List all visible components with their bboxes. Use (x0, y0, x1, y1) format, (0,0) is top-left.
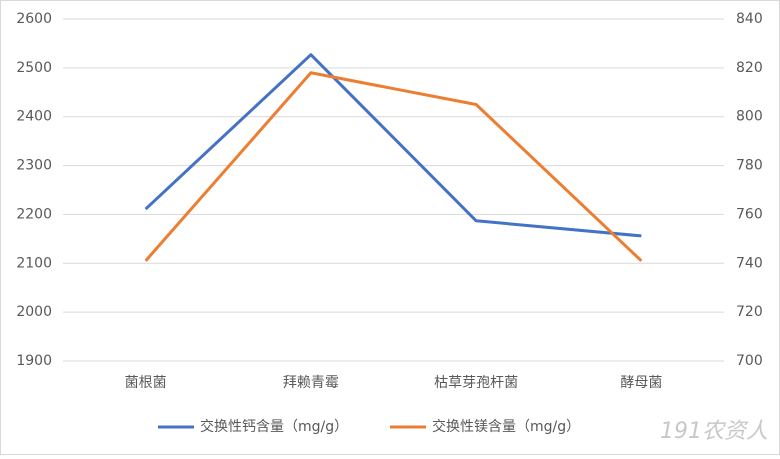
y-tick-label: 2400 (16, 109, 52, 125)
y-tick-label: 2000 (16, 304, 52, 320)
y-tick-label: 2100 (16, 255, 52, 271)
y-tick-label: 1900 (16, 353, 52, 369)
x-tick-label: 菌根菌 (125, 375, 167, 391)
y-tick-label: 2200 (16, 206, 52, 222)
x-tick-label: 酵母菌 (620, 375, 662, 391)
y-tick-label: 2500 (16, 60, 52, 76)
y2-tick-label: 740 (736, 255, 763, 271)
legend-label: 交换性钙含量（mg/g） (200, 418, 348, 435)
y-tick-label: 2600 (16, 11, 52, 27)
y2-tick-label: 800 (736, 109, 763, 125)
legend-label: 交换性镁含量（mg/g） (432, 418, 580, 435)
y2-tick-label: 840 (736, 11, 763, 27)
series-line (144, 53, 642, 238)
y2-tick-label: 720 (736, 304, 763, 320)
x-tick-label: 枯草芽孢杆菌 (434, 375, 518, 391)
watermark: 191农资人 (660, 419, 768, 444)
y2-tick-label: 780 (736, 158, 763, 174)
y-tick-label: 2300 (16, 158, 52, 174)
x-tick-label: 拜赖青霉 (283, 375, 339, 391)
series-line (144, 71, 643, 262)
y2-tick-label: 760 (736, 206, 763, 222)
y2-tick-label: 700 (736, 353, 763, 369)
y2-tick-label: 820 (736, 60, 763, 76)
